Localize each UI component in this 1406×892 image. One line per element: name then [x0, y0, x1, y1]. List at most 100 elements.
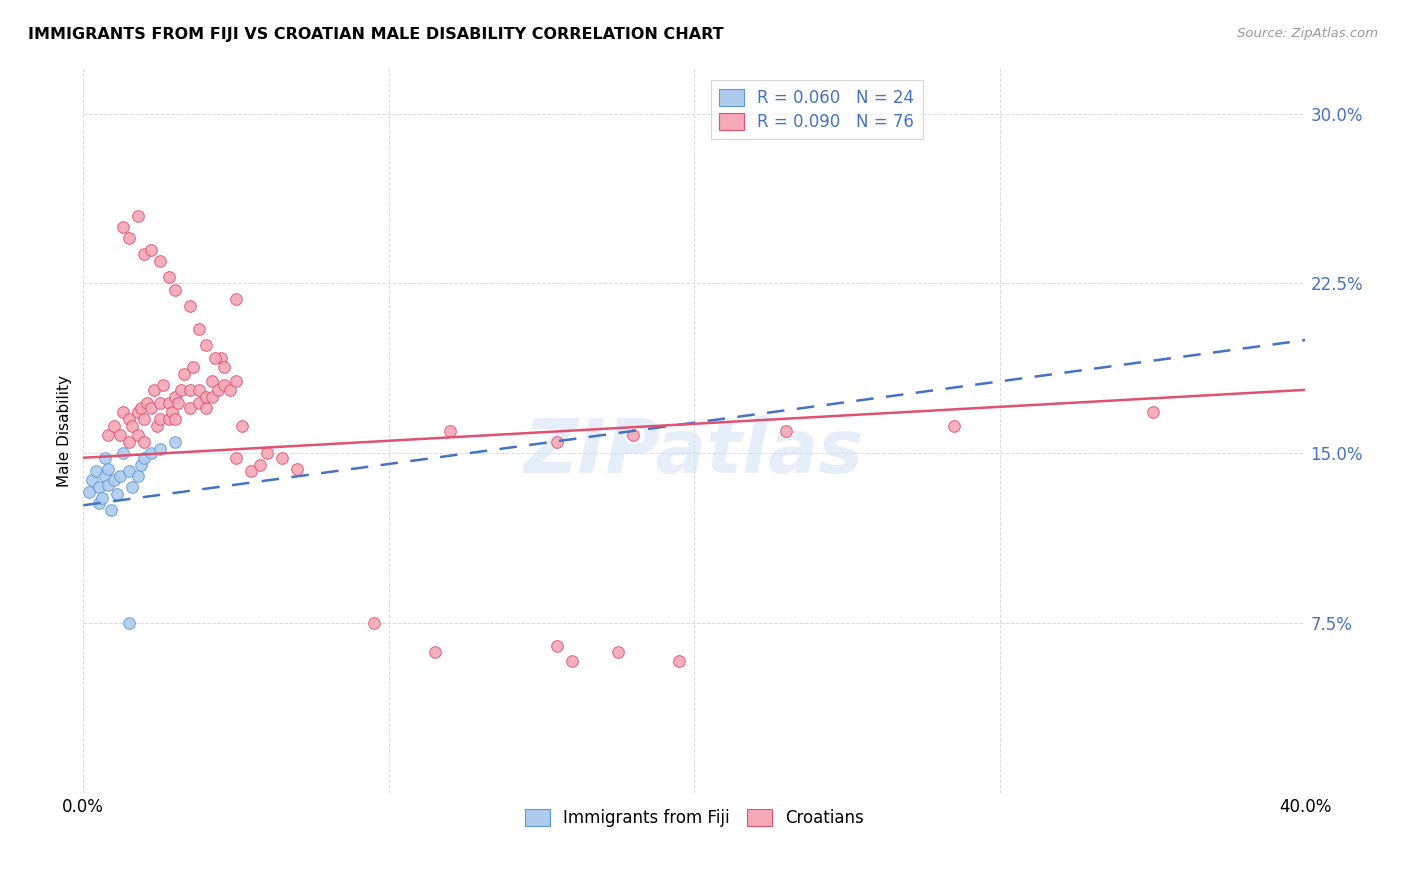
Point	[127, 468, 149, 483]
Point	[201, 374, 224, 388]
Point	[212, 360, 235, 375]
Point	[163, 390, 186, 404]
Y-axis label: Male Disability: Male Disability	[58, 375, 72, 487]
Point	[212, 378, 235, 392]
Point	[82, 474, 104, 488]
Point	[149, 396, 172, 410]
Point	[139, 446, 162, 460]
Point	[118, 434, 141, 449]
Point	[546, 639, 568, 653]
Point	[181, 360, 204, 375]
Point	[131, 401, 153, 415]
Point	[121, 419, 143, 434]
Point	[152, 378, 174, 392]
Point	[97, 428, 120, 442]
Point	[118, 464, 141, 478]
Point	[170, 383, 193, 397]
Point	[127, 405, 149, 419]
Point	[207, 383, 229, 397]
Point	[149, 412, 172, 426]
Point	[136, 396, 159, 410]
Point	[121, 480, 143, 494]
Point	[163, 434, 186, 449]
Point	[87, 480, 110, 494]
Point	[270, 450, 292, 465]
Point	[204, 351, 226, 366]
Point	[108, 468, 131, 483]
Point	[103, 419, 125, 434]
Point	[163, 412, 186, 426]
Point	[139, 401, 162, 415]
Point	[439, 424, 461, 438]
Point	[79, 484, 101, 499]
Point	[179, 383, 201, 397]
Point	[160, 405, 183, 419]
Point	[134, 412, 156, 426]
Point	[668, 654, 690, 668]
Point	[188, 396, 211, 410]
Point	[93, 468, 115, 483]
Point	[111, 446, 134, 460]
Point	[145, 419, 167, 434]
Point	[111, 219, 134, 234]
Point	[201, 390, 224, 404]
Legend: Immigrants from Fiji, Croatians: Immigrants from Fiji, Croatians	[516, 800, 872, 835]
Point	[225, 293, 247, 307]
Point	[1142, 405, 1164, 419]
Point	[103, 474, 125, 488]
Point	[194, 390, 217, 404]
Point	[607, 645, 630, 659]
Point	[118, 231, 141, 245]
Point	[157, 396, 180, 410]
Point	[118, 412, 141, 426]
Point	[97, 478, 120, 492]
Point	[240, 464, 263, 478]
Point	[179, 299, 201, 313]
Point	[173, 367, 195, 381]
Point	[163, 283, 186, 297]
Point	[134, 434, 156, 449]
Point	[111, 405, 134, 419]
Point	[231, 419, 253, 434]
Point	[561, 654, 583, 668]
Point	[285, 462, 308, 476]
Point	[131, 458, 153, 472]
Point	[194, 337, 217, 351]
Point	[546, 434, 568, 449]
Point	[100, 503, 122, 517]
Point	[134, 247, 156, 261]
Point	[256, 446, 278, 460]
Point	[118, 615, 141, 630]
Point	[209, 351, 232, 366]
Text: IMMIGRANTS FROM FIJI VS CROATIAN MALE DISABILITY CORRELATION CHART: IMMIGRANTS FROM FIJI VS CROATIAN MALE DI…	[28, 27, 724, 42]
Point	[142, 383, 165, 397]
Point	[93, 450, 115, 465]
Point	[157, 412, 180, 426]
Point	[225, 450, 247, 465]
Point	[127, 428, 149, 442]
Point	[621, 428, 644, 442]
Point	[225, 374, 247, 388]
Point	[943, 419, 966, 434]
Point	[219, 383, 242, 397]
Point	[97, 462, 120, 476]
Point	[188, 383, 211, 397]
Point	[194, 401, 217, 415]
Point	[84, 464, 107, 478]
Point	[188, 322, 211, 336]
Point	[249, 458, 271, 472]
Point	[90, 491, 112, 506]
Point	[363, 615, 385, 630]
Point	[423, 645, 446, 659]
Text: ZIPatlas: ZIPatlas	[524, 416, 865, 489]
Point	[127, 209, 149, 223]
Point	[157, 269, 180, 284]
Point	[179, 401, 201, 415]
Point	[149, 253, 172, 268]
Point	[149, 442, 172, 456]
Point	[134, 450, 156, 465]
Point	[105, 487, 128, 501]
Point	[139, 243, 162, 257]
Text: Source: ZipAtlas.com: Source: ZipAtlas.com	[1237, 27, 1378, 40]
Point	[108, 428, 131, 442]
